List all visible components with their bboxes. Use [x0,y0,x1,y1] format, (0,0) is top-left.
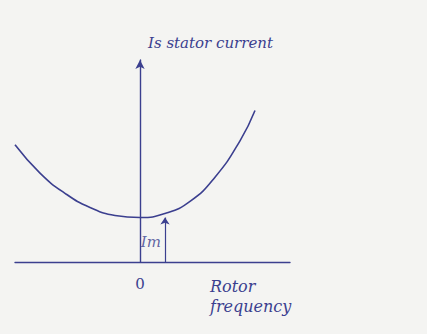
svg-text:0: 0 [135,275,145,293]
svg-text:Rotor: Rotor [209,277,257,296]
svg-text:Is stator current: Is stator current [147,34,274,52]
svg-text:Im: Im [140,233,161,251]
svg-text:frequency: frequency [209,297,292,316]
